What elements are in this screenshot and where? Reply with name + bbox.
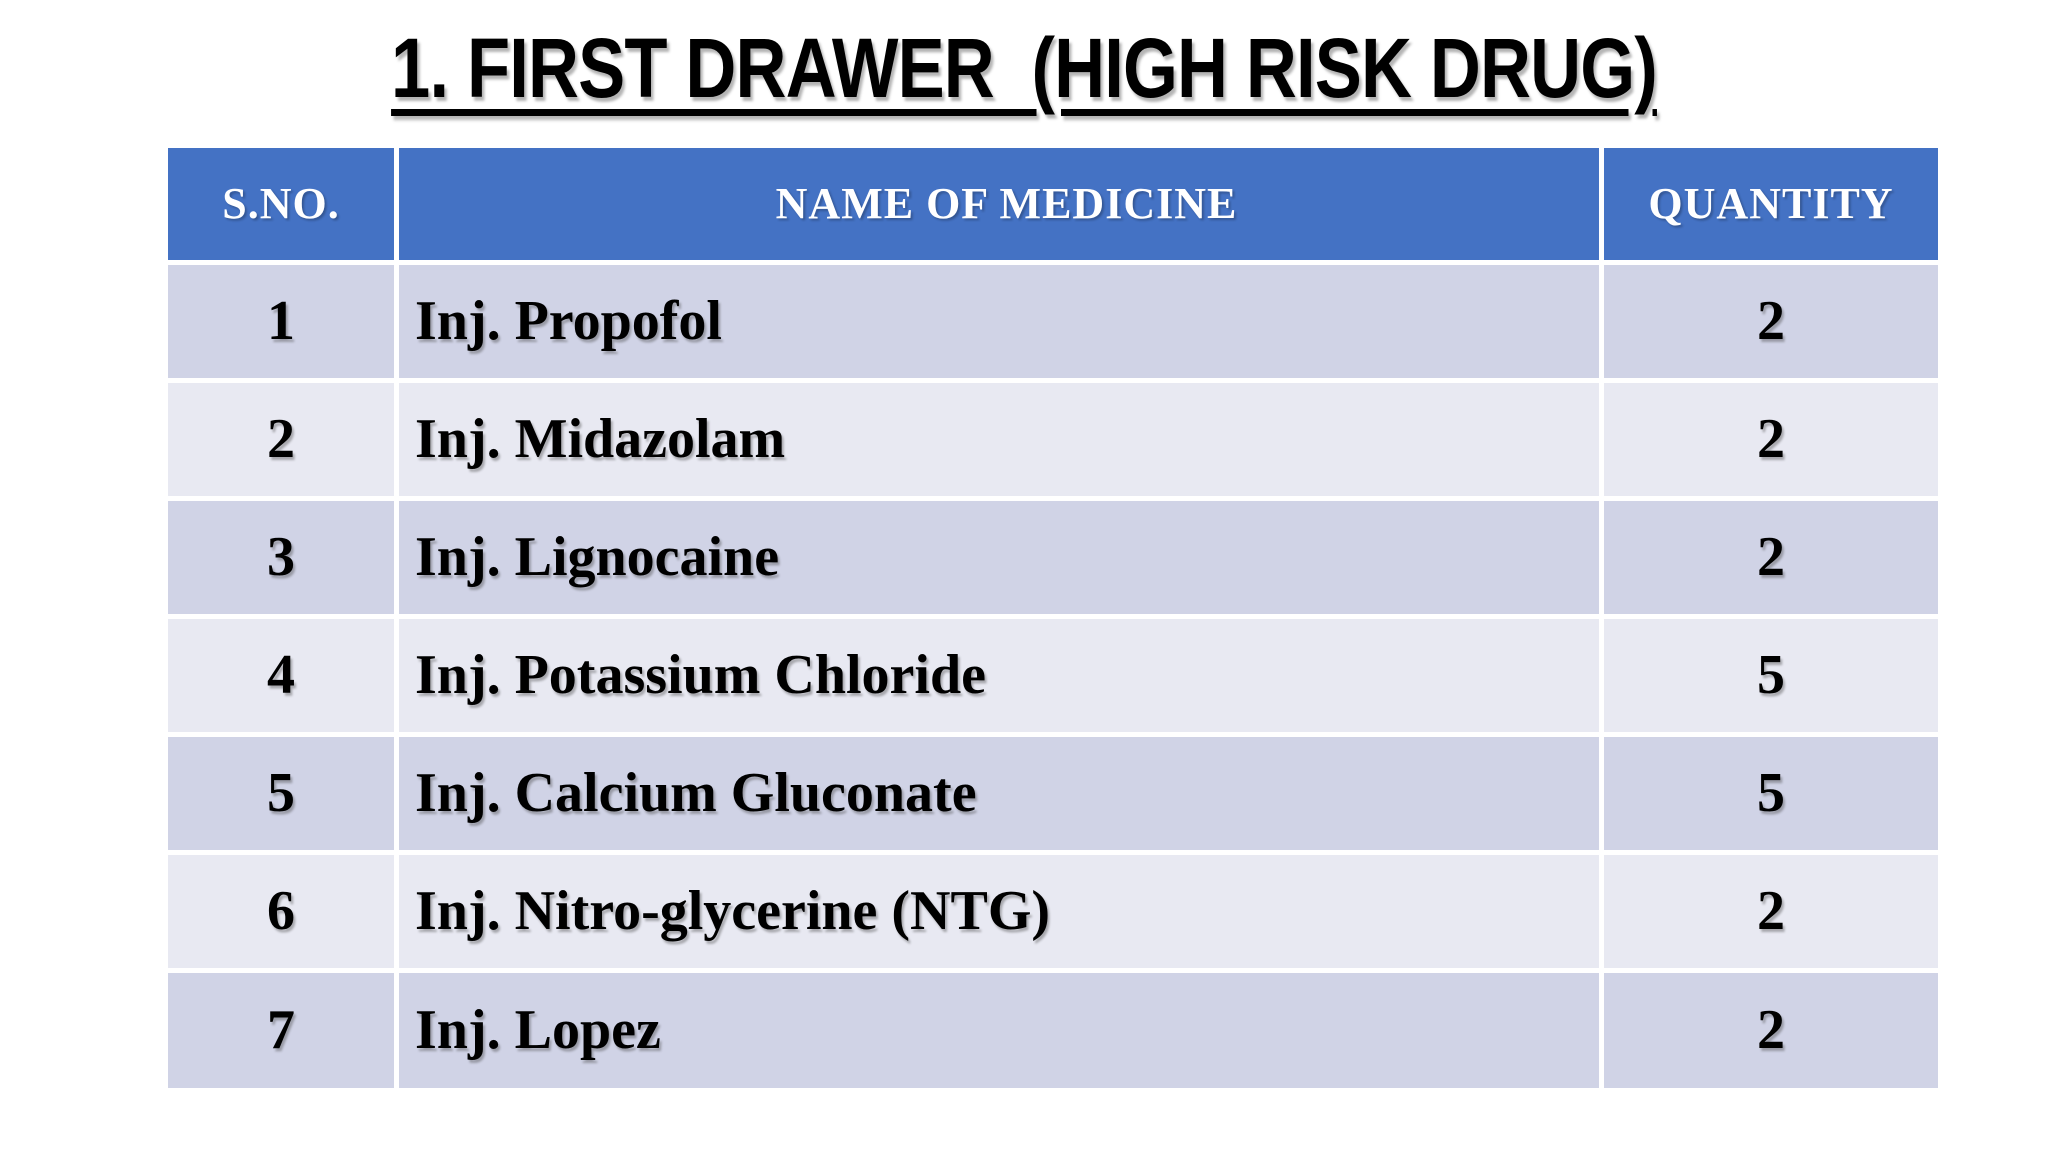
cell-medicine: Inj. Propofol <box>394 259 1604 383</box>
cell-sno: 1 <box>168 259 399 383</box>
table-row: 4 Inj. Potassium Chloride 5 <box>168 613 1938 737</box>
page-title: 1. FIRST DRAWER (HIGH RISK DRUG) <box>391 21 1658 115</box>
cell-sno: 7 <box>168 967 399 1088</box>
header-quantity: QUANTITY <box>1599 148 1938 265</box>
table-row: 5 Inj. Calcium Gluconate 5 <box>168 731 1938 855</box>
cell-quantity: 5 <box>1599 731 1938 855</box>
cell-medicine: Inj. Calcium Gluconate <box>394 731 1604 855</box>
cell-quantity: 2 <box>1599 849 1938 973</box>
cell-medicine: Inj. Lignocaine <box>394 495 1604 619</box>
cell-medicine: Inj. Nitro-glycerine (NTG) <box>394 849 1604 973</box>
cell-quantity: 2 <box>1599 495 1938 619</box>
cell-sno: 4 <box>168 613 399 737</box>
table-header-row: S.NO. NAME OF MEDICINE QUANTITY <box>168 148 1938 265</box>
cell-quantity: 2 <box>1599 259 1938 383</box>
table-row: 1 Inj. Propofol 2 <box>168 259 1938 383</box>
header-sno: S.NO. <box>168 148 399 265</box>
cell-sno: 5 <box>168 731 399 855</box>
table-row: 3 Inj. Lignocaine 2 <box>168 495 1938 619</box>
cell-quantity: 2 <box>1599 967 1938 1088</box>
medicine-table: S.NO. NAME OF MEDICINE QUANTITY 1 Inj. P… <box>168 148 1938 1088</box>
cell-sno: 6 <box>168 849 399 973</box>
table-row: 6 Inj. Nitro-glycerine (NTG) 2 <box>168 849 1938 973</box>
table-row: 7 Inj. Lopez 2 <box>168 967 1938 1088</box>
cell-medicine: Inj. Midazolam <box>394 377 1604 501</box>
cell-quantity: 2 <box>1599 377 1938 501</box>
cell-sno: 3 <box>168 495 399 619</box>
cell-medicine: Inj. Potassium Chloride <box>394 613 1604 737</box>
cell-sno: 2 <box>168 377 399 501</box>
table-row: 2 Inj. Midazolam 2 <box>168 377 1938 501</box>
cell-quantity: 5 <box>1599 613 1938 737</box>
cell-medicine: Inj. Lopez <box>394 967 1604 1088</box>
header-medicine: NAME OF MEDICINE <box>394 148 1604 265</box>
